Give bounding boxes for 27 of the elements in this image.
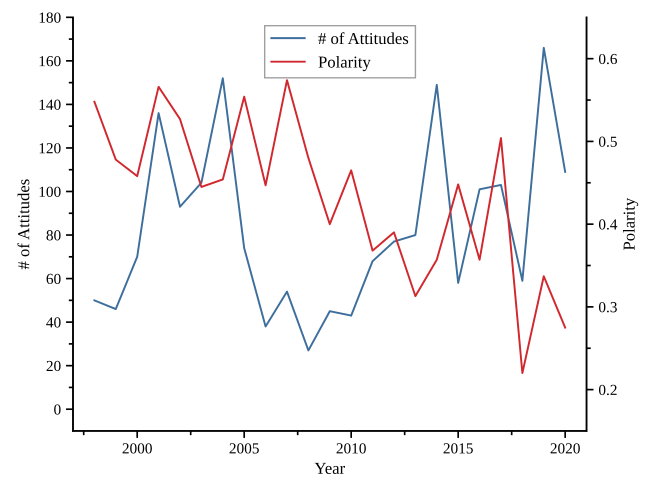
y2-tick-label: 0.3 [598,302,617,312]
legend-label: Polarity [318,56,371,72]
x-axis-title: Year [314,462,345,474]
y-tick-label: 100 [40,186,61,197]
y-tick-label: 180 [40,12,61,23]
x-tick-label: 2005 [230,443,259,454]
y2-tick-label: 0.2 [598,384,617,396]
y-tick-label: 20 [46,360,61,372]
line-series [93,46,566,352]
y-tick-label: 160 [40,56,61,66]
y-tick-label: 80 [46,230,61,240]
x-tick-label: 2010 [336,443,366,454]
line-series [93,79,566,374]
x-tick-label: 2020 [550,443,580,454]
x-tick-label: 2000 [122,443,152,454]
y-tick-label: 140 [40,100,61,110]
y2-tick-label: 0.6 [598,54,618,64]
y2-axis-title: Polarity [623,198,638,250]
y-tick-label: 40 [46,317,61,328]
y2-tick-label: 0.4 [598,219,618,230]
y-axis-title: # of Attitudes [17,179,30,270]
y2-tick-label: 0.5 [598,136,617,147]
y-tick-label: 120 [40,143,61,154]
y-tick-label: 60 [46,274,61,284]
x-tick-label: 2015 [444,443,473,454]
y-tick-label: 0 [54,404,61,415]
legend-label: # of Attitudes [318,32,408,44]
